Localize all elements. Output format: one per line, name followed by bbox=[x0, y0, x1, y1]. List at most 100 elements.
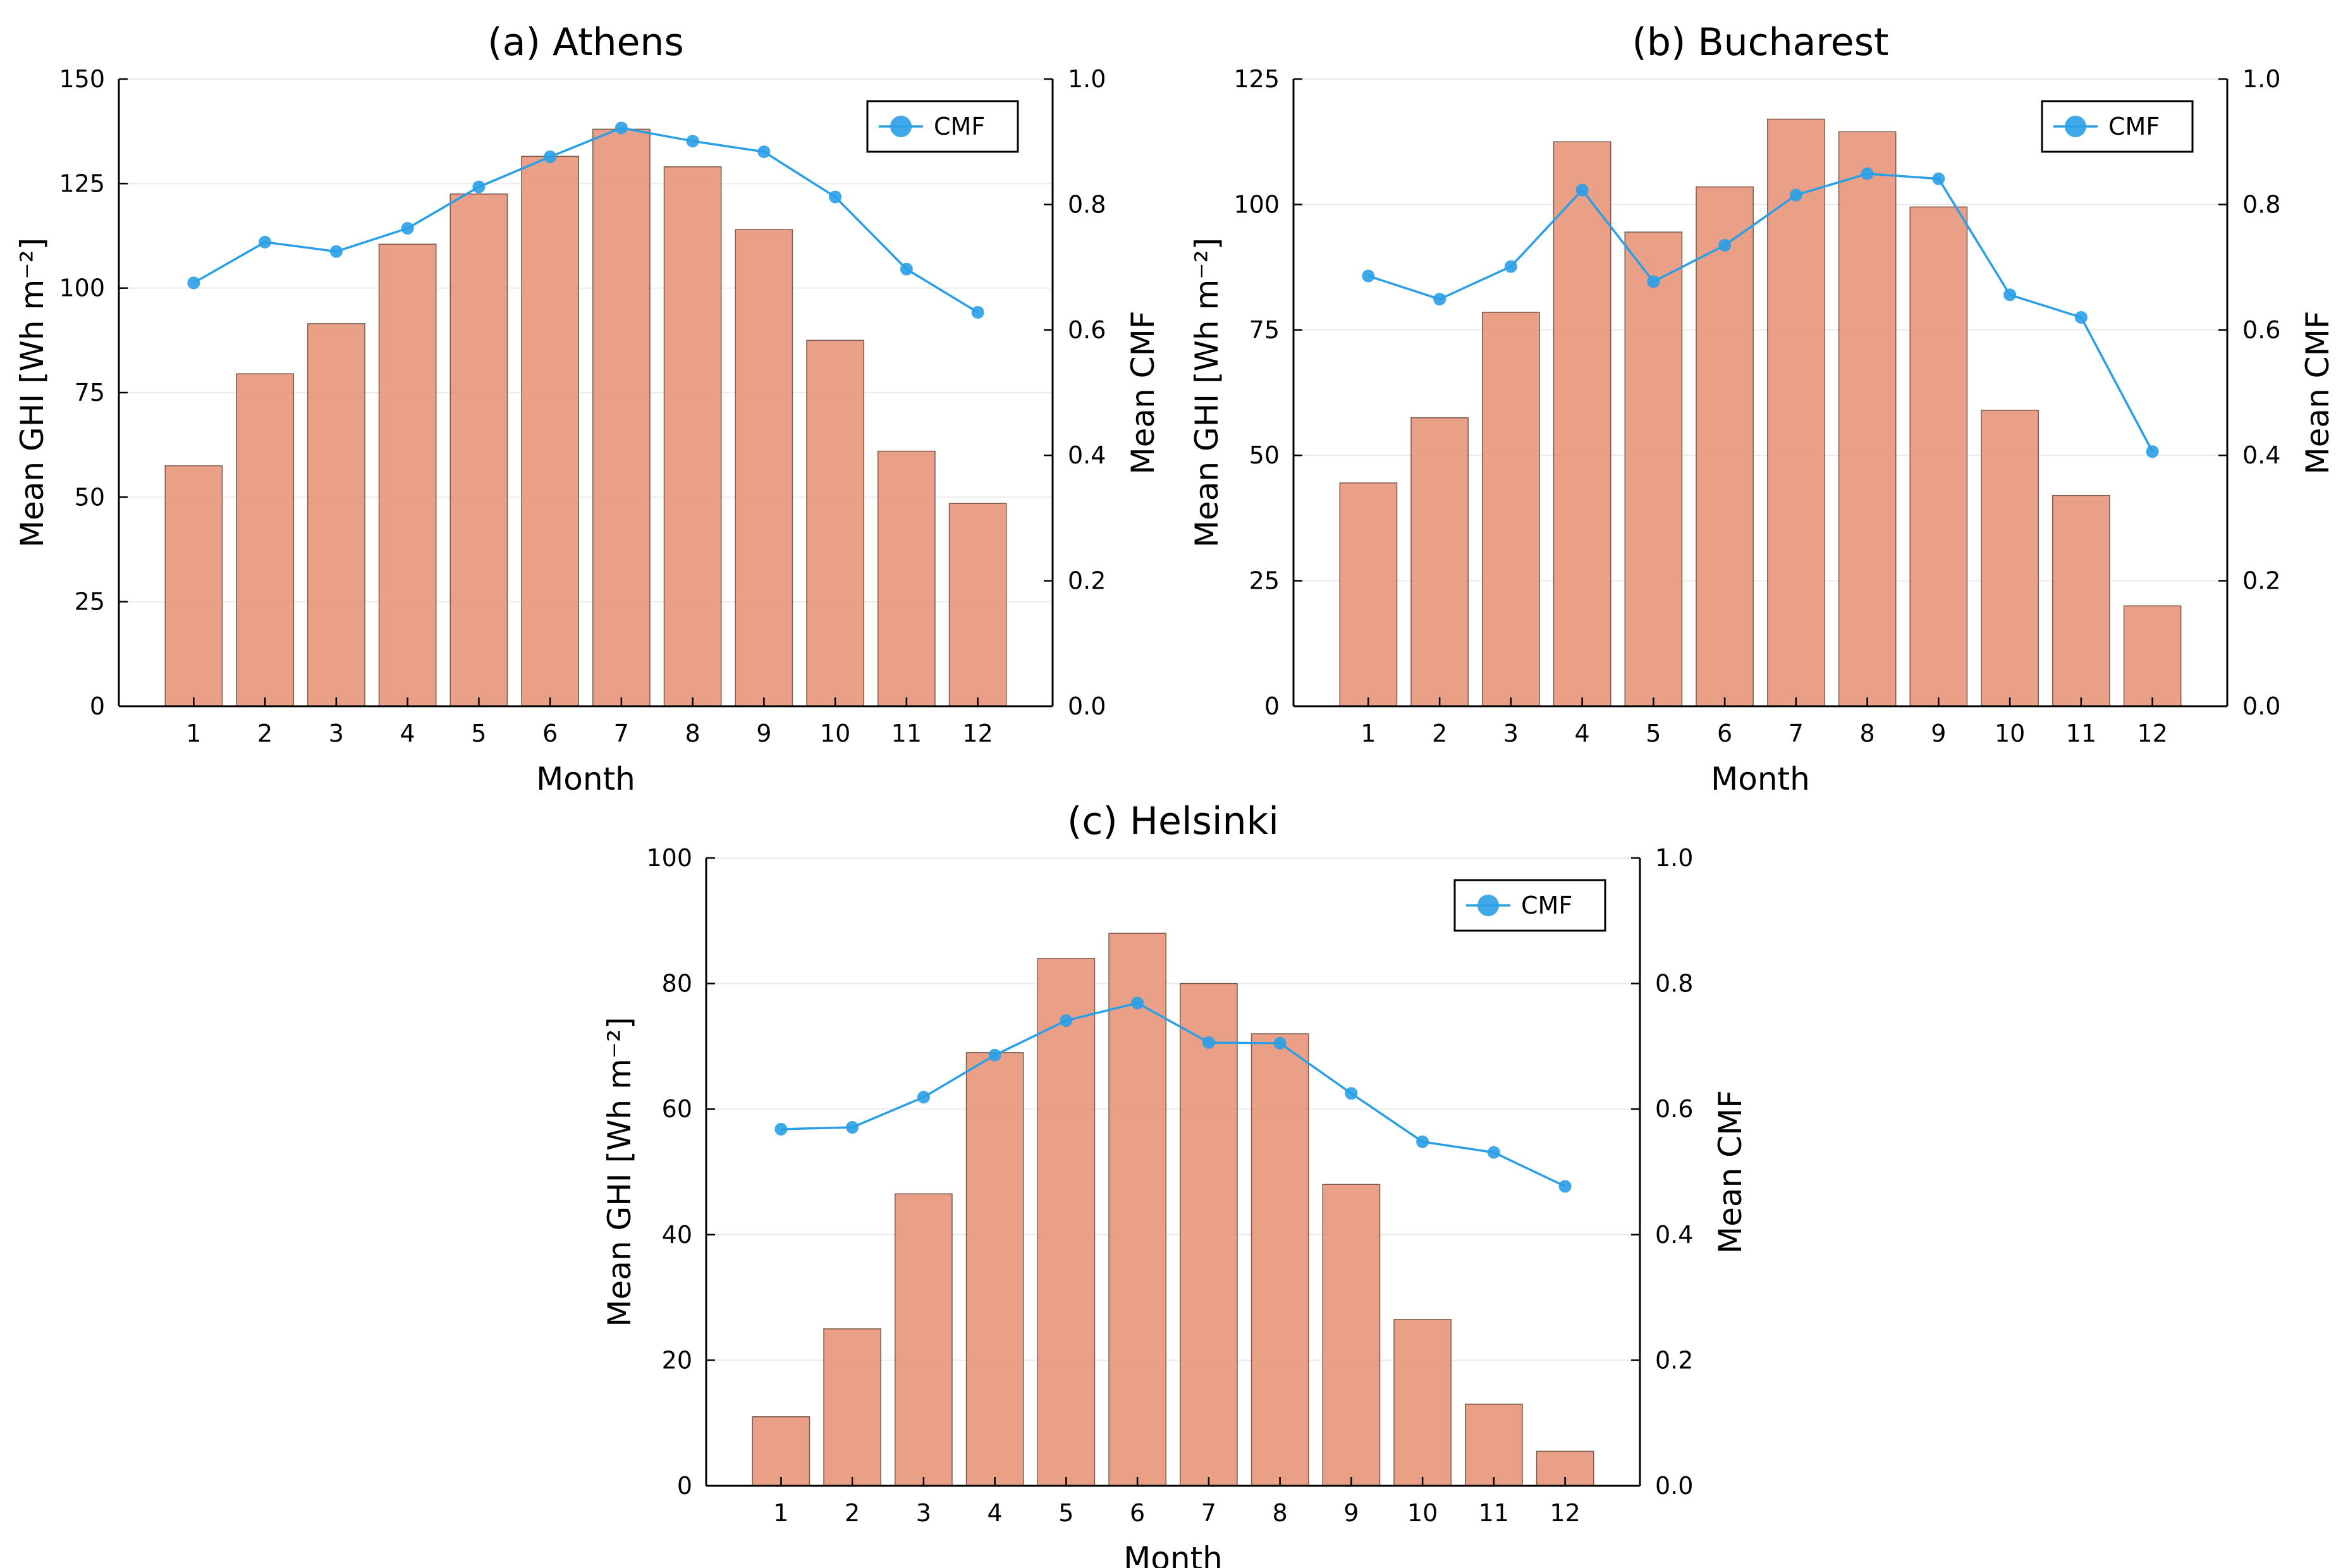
ghi-bar bbox=[236, 373, 294, 707]
legend: CMF bbox=[1453, 879, 1606, 932]
legend-label: CMF bbox=[2108, 113, 2160, 140]
ghi-bar bbox=[948, 503, 1007, 707]
x-tick-label: 7 bbox=[1201, 1499, 1216, 1527]
y2-tick-label: 0.0 bbox=[1655, 1472, 1693, 1500]
cmf-point bbox=[1433, 293, 1446, 306]
x-tick-label: 5 bbox=[471, 720, 486, 747]
ghi-bar bbox=[1108, 933, 1166, 1486]
cmf-point bbox=[686, 135, 699, 148]
y2-tick-label: 1.0 bbox=[1068, 65, 1106, 93]
y2-tick-label: 0.0 bbox=[1068, 692, 1106, 720]
y2-axis-label: Mean CMF bbox=[1712, 1090, 1749, 1254]
x-tick-label: 11 bbox=[2066, 720, 2096, 747]
legend: CMF bbox=[866, 100, 1019, 153]
y-tick-label: 125 bbox=[1233, 65, 1280, 93]
cmf-line bbox=[193, 126, 979, 314]
cmf-point bbox=[829, 190, 842, 204]
x-tick-label: 9 bbox=[1343, 1499, 1359, 1527]
ghi-bar bbox=[1838, 131, 1897, 707]
y2-tick-label: 0.6 bbox=[1068, 316, 1106, 344]
y-tick-label: 25 bbox=[1249, 567, 1280, 595]
x-tick-label: 1 bbox=[773, 1499, 788, 1527]
ghi-bar bbox=[1909, 206, 1968, 707]
y2-tick-label: 0.8 bbox=[1068, 190, 1106, 218]
y-tick-label: 100 bbox=[59, 274, 105, 302]
cmf-point bbox=[1416, 1135, 1429, 1148]
y-tick-label: 75 bbox=[75, 379, 105, 407]
x-tick-label: 6 bbox=[542, 720, 558, 747]
y-tick-label: 0 bbox=[90, 692, 105, 720]
chart-title: (b) Bucharest bbox=[1632, 20, 1889, 64]
cmf-point bbox=[472, 180, 486, 193]
ghi-bar bbox=[592, 128, 651, 707]
legend-label: CMF bbox=[1521, 891, 1572, 919]
cmf-point bbox=[917, 1091, 930, 1104]
legend-marker bbox=[2065, 116, 2086, 137]
x-tick-label: 4 bbox=[988, 1499, 1003, 1527]
y2-tick-label: 0.2 bbox=[1655, 1346, 1693, 1374]
ghi-bar bbox=[1981, 410, 2039, 707]
y-tick-label: 80 bbox=[662, 970, 692, 998]
y-axis-label: Mean GHI [Wh m⁻²] bbox=[1189, 238, 1225, 548]
ghi-bar bbox=[449, 193, 508, 707]
cmf-point bbox=[2003, 288, 2017, 302]
cmf-point bbox=[1362, 269, 1375, 283]
ghi-bar bbox=[895, 1193, 953, 1486]
x-tick-label: 7 bbox=[614, 720, 629, 747]
y-tick-label: 0 bbox=[1264, 692, 1280, 720]
cmf-point bbox=[187, 276, 200, 290]
ghi-bar bbox=[1180, 983, 1238, 1486]
cmf-point bbox=[1504, 260, 1517, 273]
x-tick-label: 4 bbox=[400, 720, 415, 747]
cmf-point bbox=[971, 306, 984, 319]
cmf-point bbox=[846, 1120, 859, 1134]
x-axis-label: Month bbox=[1123, 1540, 1223, 1568]
ghi-bar bbox=[1696, 186, 1754, 707]
cmf-point bbox=[2074, 310, 2088, 324]
y-axis-label: Mean GHI [Wh m⁻²] bbox=[14, 238, 51, 548]
x-tick-label: 3 bbox=[916, 1499, 931, 1527]
cmf-point bbox=[544, 150, 557, 164]
x-tick-label: 2 bbox=[257, 720, 272, 747]
ghi-bar bbox=[806, 340, 864, 707]
x-tick-label: 10 bbox=[820, 720, 850, 747]
ghi-bar bbox=[1322, 1184, 1381, 1486]
y-axis-label: Mean GHI [Wh m⁻²] bbox=[601, 1017, 638, 1326]
ghi-bar bbox=[752, 1416, 810, 1486]
y-tick-label: 100 bbox=[1233, 190, 1280, 218]
cmf-point bbox=[1487, 1146, 1500, 1159]
y-tick-label: 0 bbox=[677, 1472, 692, 1500]
ghi-bar bbox=[1767, 118, 1825, 707]
y2-tick-label: 0.6 bbox=[1655, 1095, 1693, 1123]
y-tick-label: 150 bbox=[59, 65, 105, 93]
x-tick-label: 10 bbox=[1995, 720, 2025, 747]
x-tick-label: 5 bbox=[1058, 1499, 1073, 1527]
cmf-point bbox=[1932, 172, 1945, 185]
ghi-bar bbox=[1339, 482, 1398, 707]
ghi-bar bbox=[164, 465, 223, 707]
ghi-bar bbox=[2052, 494, 2110, 707]
legend-label: CMF bbox=[934, 113, 985, 140]
y2-tick-label: 0.6 bbox=[2242, 316, 2280, 344]
x-tick-label: 8 bbox=[1860, 720, 1875, 747]
chart-title: (a) Athens bbox=[487, 20, 683, 64]
cmf-point bbox=[1861, 167, 1874, 180]
x-tick-label: 10 bbox=[1407, 1499, 1438, 1527]
ghi-bar bbox=[663, 166, 722, 707]
cmf-point bbox=[988, 1048, 1001, 1062]
y2-axis-label: Mean CMF bbox=[2299, 311, 2336, 475]
cmf-point bbox=[774, 1122, 788, 1136]
x-tick-label: 2 bbox=[1432, 720, 1447, 747]
ghi-bar bbox=[1410, 417, 1469, 707]
x-tick-label: 9 bbox=[756, 720, 771, 747]
x-axis-label: Month bbox=[536, 761, 635, 797]
x-tick-label: 9 bbox=[1931, 720, 1946, 747]
cmf-point bbox=[1647, 275, 1660, 288]
y2-tick-label: 0.8 bbox=[1655, 970, 1693, 998]
y-tick-label: 50 bbox=[1249, 441, 1280, 469]
y2-tick-label: 0.4 bbox=[1655, 1221, 1693, 1249]
ghi-bar bbox=[1482, 312, 1540, 707]
y-tick-label: 125 bbox=[59, 169, 105, 197]
